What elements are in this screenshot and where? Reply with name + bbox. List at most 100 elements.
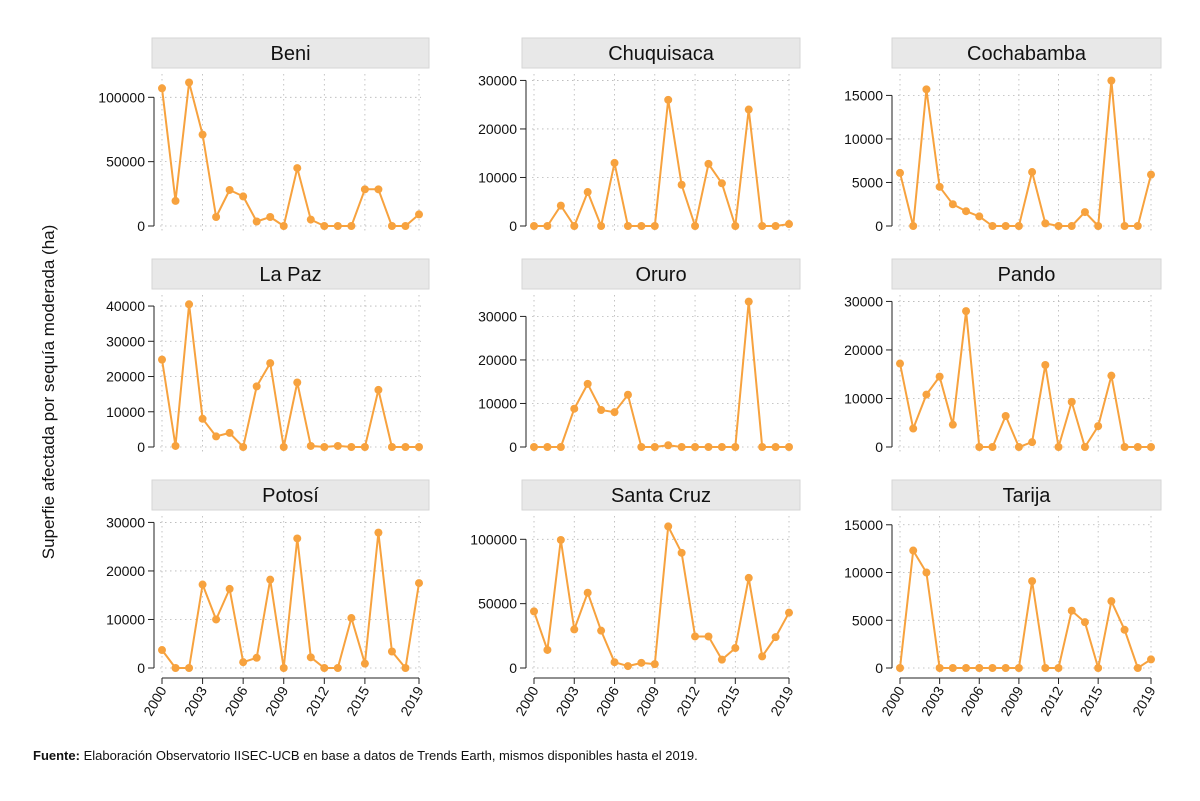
data-point (1067, 397, 1076, 406)
panel-strip (521, 37, 801, 69)
y-tick-label: 5000 (852, 612, 883, 628)
data-point (1147, 655, 1155, 664)
data-point (1001, 222, 1010, 230)
data-point (1133, 222, 1142, 230)
x-tick-label: 2006 (593, 683, 623, 718)
panel-title: Cochabamba (967, 43, 1087, 65)
y-tick-label: 30000 (478, 72, 517, 88)
data-point (677, 548, 686, 557)
data-point (717, 179, 726, 188)
data-point (279, 443, 288, 451)
data-point (556, 443, 565, 451)
data-point (785, 443, 793, 451)
data-point (623, 390, 632, 399)
data-point (1028, 168, 1037, 177)
data-point (731, 222, 740, 230)
data-point (171, 664, 180, 672)
x-tick-label: 2003 (918, 683, 948, 718)
data-point (252, 382, 261, 391)
data-point (948, 664, 957, 672)
data-point (935, 372, 944, 381)
data-point (333, 441, 342, 450)
data-point (239, 658, 248, 667)
x-tick-label: 2003 (181, 683, 211, 718)
data-point (1001, 664, 1010, 672)
data-point (935, 182, 944, 191)
data-point (1094, 222, 1103, 230)
y-tick-label: 40000 (106, 298, 145, 314)
x-tick-label: 2012 (673, 683, 703, 718)
data-point (610, 658, 619, 667)
panel-title: Oruro (635, 264, 686, 286)
data-point (293, 534, 302, 543)
data-point (650, 443, 659, 451)
data-point (252, 653, 261, 662)
data-point (387, 222, 396, 230)
data-point (637, 443, 646, 451)
data-point (717, 655, 726, 664)
data-point (158, 355, 166, 364)
data-point (623, 222, 632, 230)
x-tick-label: 2009 (997, 683, 1027, 718)
data-point (731, 644, 740, 653)
data-point (650, 222, 659, 230)
data-point (401, 664, 410, 672)
data-point (1107, 76, 1116, 85)
y-tick-label: 10000 (844, 565, 883, 581)
data-point (347, 614, 356, 623)
data-point (1014, 443, 1023, 451)
data-point (387, 443, 396, 451)
y-tick-label: 100000 (470, 531, 517, 547)
data-point (610, 158, 619, 167)
y-tick-label: 10000 (478, 395, 517, 411)
data-point (637, 658, 646, 667)
panel-tarija: Tarija 0 5000 10000 15000 2000 2003 2006 2009 201… (844, 479, 1162, 718)
data-point (360, 443, 369, 451)
panel-title: Tarija (1003, 485, 1052, 507)
data-point (1147, 443, 1155, 451)
y-tick-label: 0 (509, 218, 517, 234)
data-point (279, 222, 288, 230)
panel-beni: Beni 0 50000 100000 (98, 37, 430, 234)
source-label: Fuente: (33, 748, 80, 763)
data-point (198, 130, 207, 139)
x-tick-label: 2000 (140, 683, 170, 718)
x-tick-label: 2012 (302, 683, 332, 718)
data-point (158, 646, 166, 655)
panel-pando: Pando 0 10000 20000 30000 (844, 258, 1162, 455)
panel-oruro: Oruro 0 10000 20000 30000 (478, 258, 801, 455)
data-point (570, 404, 579, 413)
data-point (239, 192, 248, 201)
y-tick-label: 10000 (844, 131, 883, 147)
data-point (717, 443, 726, 451)
data-point (975, 443, 984, 451)
data-point (1041, 664, 1050, 672)
data-point (530, 443, 538, 451)
data-point (360, 185, 369, 194)
y-tick-label: 0 (509, 660, 517, 676)
data-point (185, 78, 194, 87)
data-point (1094, 422, 1103, 431)
x-tick-label: 2006 (221, 683, 251, 718)
data-point (266, 212, 275, 221)
data-point (266, 359, 275, 368)
data-point (664, 522, 673, 531)
data-point (252, 217, 261, 226)
data-point (744, 573, 753, 582)
data-point (583, 588, 592, 597)
data-point (570, 625, 579, 634)
panel-strip (891, 258, 1162, 290)
data-point (185, 300, 194, 309)
data-point (1067, 222, 1076, 230)
data-point (975, 212, 984, 221)
y-tick-label: 10000 (106, 611, 145, 627)
data-point (415, 210, 423, 219)
y-tick-label: 30000 (844, 293, 883, 309)
source-note: Fuente: Elaboración Observatorio IISEC-U… (33, 748, 698, 763)
data-point (1041, 219, 1050, 228)
panel-la-paz: La Paz 0 10000 20000 30000 40000 (106, 258, 430, 455)
data-point (360, 659, 369, 668)
data-point (962, 664, 971, 672)
data-point (556, 535, 565, 544)
data-point (401, 443, 410, 451)
